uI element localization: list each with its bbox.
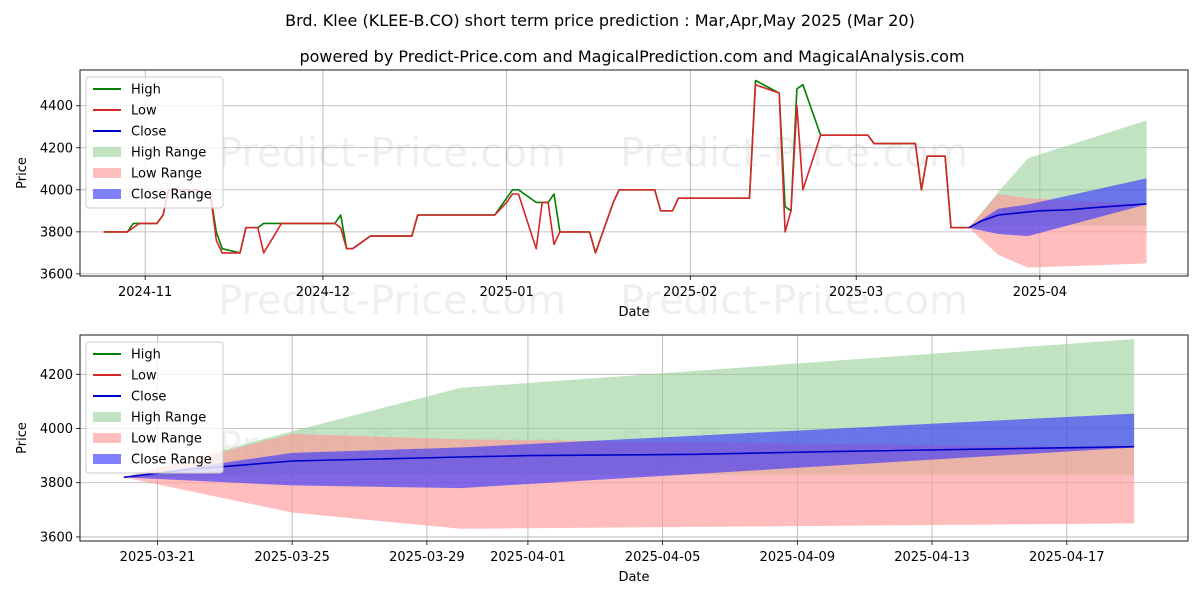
legend-label: Low Range [131,432,202,447]
legend-label: Close [131,125,166,140]
chart-title: Brd. Klee (KLEE-B.CO) short term price p… [285,11,915,30]
legend-label: High [131,83,161,98]
legend-swatch-high-range [93,412,121,422]
close-line [968,203,1147,229]
legend-swatch-high-range [93,147,121,157]
legend-label: High Range [131,411,206,426]
x-tick-label: 2025-04-17 [1029,550,1105,565]
forecast-panel: Predict-Price.comPredict-Price.com2025-0… [15,334,1189,585]
legend-label: Low Range [131,167,202,182]
y-tick-label: 4000 [40,422,73,437]
axes-frame [79,69,1189,277]
legend: High Low Close High Range Low Range Close Ran… [85,76,224,209]
y-tick-label: 3800 [40,476,73,491]
x-tick-label: 2025-04-13 [894,550,970,565]
chart-subtitle: powered by Predict-Price.com and Magical… [299,47,964,66]
y-tick-label: 4200 [40,368,73,383]
watermark-text: Predict-Price.com [620,278,968,324]
watermark-text: Predict-Price.com [218,278,566,324]
y-axis-label: Price [15,157,30,189]
legend-swatch-low-range [93,433,121,443]
legend: High Low Close High Range Low Range Close Ran… [85,341,224,474]
legend-label: Close Range [131,453,212,468]
legend-label: Close [131,390,166,405]
axes-frame [79,334,1189,542]
x-tick-label: 2025-04-05 [625,550,701,565]
y-tick-label: 4400 [40,99,73,114]
y-tick-label: 4000 [40,183,73,198]
x-axis-label: Date [618,305,649,320]
close-line [123,445,1135,479]
y-tick-label: 3600 [40,267,73,282]
x-tick-label: 2024-12 [296,285,350,300]
x-tick-label: 2025-03-25 [254,550,330,565]
legend-swatch-close-range [93,189,121,199]
x-tick-label: 2025-04-09 [760,550,836,565]
y-tick-label: 3600 [40,530,73,545]
x-tick-label: 2025-04 [1013,285,1067,300]
x-tick-label: 2025-01 [479,285,533,300]
legend-swatch-close-range [93,454,121,464]
legend-label: Low [131,104,157,119]
x-axis-label: Date [618,570,649,585]
x-tick-label: 2025-03-29 [389,550,465,565]
x-tick-label: 2025-03 [829,285,883,300]
legend-label: Low [131,369,157,384]
y-axis-label: Price [15,422,30,454]
close-range-band [968,178,1147,237]
y-tick-label: 4200 [40,141,73,156]
watermark-text: Predict-Price.com [218,131,566,177]
legend-label: Close Range [131,188,212,203]
legend-label: High Range [131,146,206,161]
x-tick-label: 2025-02 [663,285,717,300]
close-range-band [123,413,1135,489]
history-panel: Predict-Price.com Predict-Price.com Predic… [15,69,1189,324]
x-tick-label: 2025-03-21 [120,550,196,565]
legend-swatch-low-range [93,168,121,178]
x-tick-label: 2025-04-01 [490,550,566,565]
legend-label: High [131,348,161,363]
y-tick-label: 3800 [40,225,73,240]
x-tick-label: 2024-11 [118,285,172,300]
